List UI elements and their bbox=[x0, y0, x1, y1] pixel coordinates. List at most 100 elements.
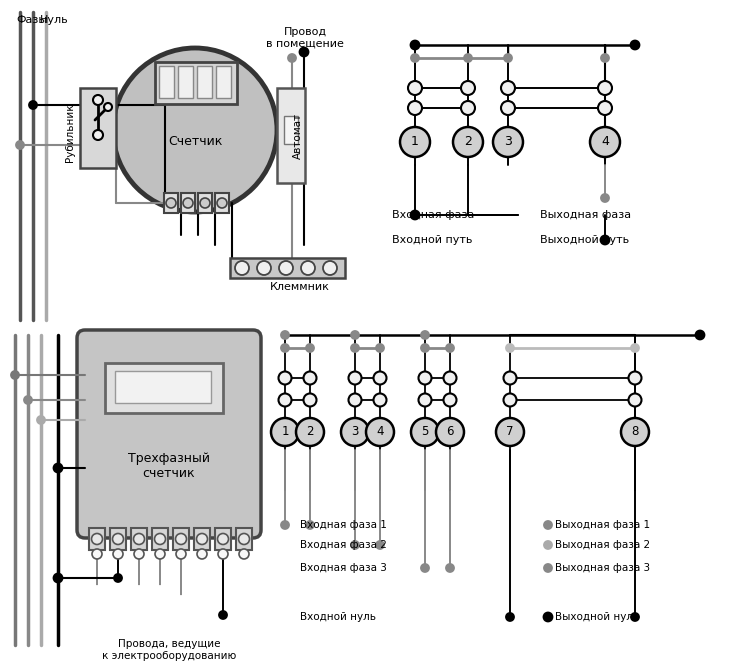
Text: 3: 3 bbox=[351, 426, 359, 438]
Circle shape bbox=[281, 521, 289, 529]
Text: 2: 2 bbox=[464, 135, 472, 149]
Circle shape bbox=[436, 418, 464, 446]
Circle shape bbox=[11, 371, 19, 379]
Circle shape bbox=[446, 564, 454, 572]
Circle shape bbox=[154, 533, 165, 544]
Text: 2: 2 bbox=[306, 426, 314, 438]
Circle shape bbox=[348, 371, 362, 384]
Text: Фазы: Фазы bbox=[16, 15, 47, 25]
Circle shape bbox=[601, 194, 609, 202]
Circle shape bbox=[400, 127, 430, 157]
Circle shape bbox=[493, 127, 523, 157]
Circle shape bbox=[176, 533, 187, 544]
Circle shape bbox=[112, 533, 123, 544]
Circle shape bbox=[93, 95, 103, 105]
Circle shape bbox=[217, 198, 227, 208]
Bar bbox=[230, 258, 345, 278]
Circle shape bbox=[631, 41, 639, 50]
Bar bbox=[216, 66, 231, 98]
Circle shape bbox=[306, 344, 314, 352]
Bar bbox=[178, 66, 193, 98]
Bar bbox=[236, 528, 252, 550]
Circle shape bbox=[16, 141, 24, 149]
Bar bbox=[173, 528, 189, 550]
Text: 1: 1 bbox=[411, 135, 419, 149]
Text: Нуль: Нуль bbox=[40, 15, 68, 25]
Circle shape bbox=[598, 101, 612, 115]
Bar bbox=[181, 193, 195, 213]
Text: 1: 1 bbox=[282, 426, 289, 438]
Bar bbox=[115, 371, 211, 403]
Text: Рубильник: Рубильник bbox=[65, 104, 75, 162]
Bar bbox=[89, 528, 105, 550]
Circle shape bbox=[443, 371, 456, 384]
Circle shape bbox=[695, 331, 704, 339]
Circle shape bbox=[544, 521, 552, 529]
Bar bbox=[80, 88, 116, 168]
Circle shape bbox=[24, 396, 32, 404]
Circle shape bbox=[257, 261, 271, 275]
Bar bbox=[152, 528, 168, 550]
Text: 3: 3 bbox=[504, 135, 512, 149]
Circle shape bbox=[348, 394, 362, 406]
Circle shape bbox=[421, 564, 429, 572]
Circle shape bbox=[373, 394, 387, 406]
Circle shape bbox=[373, 371, 387, 384]
Circle shape bbox=[183, 198, 193, 208]
Circle shape bbox=[600, 236, 609, 244]
Circle shape bbox=[341, 418, 369, 446]
Text: 7: 7 bbox=[506, 426, 514, 438]
Circle shape bbox=[506, 344, 514, 352]
Bar bbox=[159, 66, 174, 98]
Text: Выходная фаза 3: Выходная фаза 3 bbox=[555, 563, 650, 573]
FancyBboxPatch shape bbox=[77, 330, 261, 538]
Circle shape bbox=[279, 261, 293, 275]
Circle shape bbox=[443, 394, 456, 406]
Circle shape bbox=[92, 549, 102, 559]
Circle shape bbox=[299, 48, 309, 56]
Circle shape bbox=[156, 586, 164, 594]
Bar bbox=[131, 528, 147, 550]
Circle shape bbox=[279, 371, 292, 384]
Circle shape bbox=[114, 574, 122, 582]
Circle shape bbox=[304, 371, 317, 384]
Circle shape bbox=[601, 54, 609, 62]
Text: Выходная фаза 2: Выходная фаза 2 bbox=[555, 540, 650, 550]
Text: Выходной нуль: Выходной нуль bbox=[555, 612, 639, 622]
Circle shape bbox=[219, 611, 227, 619]
Circle shape bbox=[93, 586, 101, 594]
Bar bbox=[215, 193, 229, 213]
Circle shape bbox=[543, 612, 553, 622]
Bar bbox=[215, 528, 231, 550]
Circle shape bbox=[29, 101, 37, 109]
Circle shape bbox=[54, 463, 62, 473]
Text: Провода, ведущие
к электрооборудованию: Провода, ведущие к электрооборудованию bbox=[102, 639, 236, 661]
Circle shape bbox=[92, 533, 102, 544]
Circle shape bbox=[281, 344, 289, 352]
Circle shape bbox=[408, 101, 422, 115]
Circle shape bbox=[446, 344, 454, 352]
Circle shape bbox=[461, 101, 475, 115]
Text: 4: 4 bbox=[601, 135, 609, 149]
Circle shape bbox=[503, 371, 517, 384]
Circle shape bbox=[281, 331, 289, 339]
Text: Выходная фаза: Выходная фаза bbox=[540, 210, 631, 220]
Circle shape bbox=[104, 103, 112, 111]
Circle shape bbox=[235, 261, 249, 275]
Circle shape bbox=[135, 586, 143, 594]
Circle shape bbox=[501, 81, 515, 95]
Circle shape bbox=[304, 394, 317, 406]
Circle shape bbox=[496, 418, 524, 446]
Circle shape bbox=[544, 541, 552, 549]
Bar bbox=[284, 116, 298, 144]
Circle shape bbox=[506, 613, 514, 621]
Circle shape bbox=[631, 344, 639, 352]
Circle shape bbox=[306, 521, 314, 529]
Bar bbox=[194, 528, 210, 550]
Circle shape bbox=[54, 574, 62, 582]
Circle shape bbox=[621, 418, 649, 446]
Circle shape bbox=[93, 130, 103, 140]
Text: 6: 6 bbox=[446, 426, 453, 438]
Text: Счетчик: Счетчик bbox=[168, 135, 222, 149]
Circle shape bbox=[376, 344, 384, 352]
